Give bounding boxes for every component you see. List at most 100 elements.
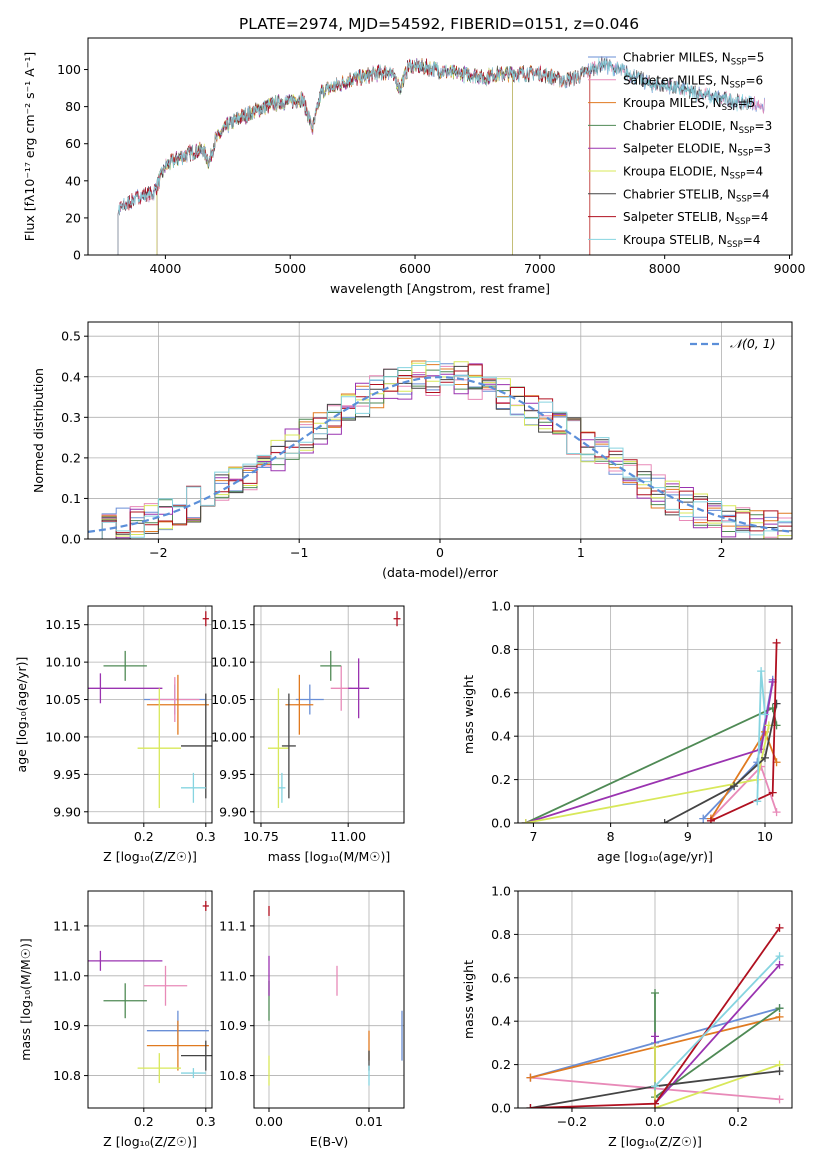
plot-area xyxy=(268,905,403,1086)
weight-point-marker xyxy=(651,1043,659,1052)
spectrum-series-line xyxy=(156,58,591,255)
weight-point-marker xyxy=(651,1032,659,1041)
y-tick-label: 80 xyxy=(65,99,81,114)
x-tick-label: 10.75 xyxy=(243,829,279,844)
x-tick-label: 6000 xyxy=(399,261,431,276)
legend-entry: 𝒩(0, 1) xyxy=(730,336,776,351)
x-axis-label: age [log₁₀(age/yr)] xyxy=(597,849,713,864)
z-mass-panel: 0.2 0.3 10.8 10.9 11.0 11.1 Z [log₁₀(Z/Z☉)] mas… xyxy=(18,890,216,1149)
weight-point-marker xyxy=(526,1073,535,1082)
x-tick-label: 0 xyxy=(436,545,444,560)
y-tick-label: 60 xyxy=(65,136,81,151)
weight-point-marker xyxy=(753,797,762,806)
x-tick-label: 0.3 xyxy=(196,829,216,844)
mass-age-panel: 10.75 11.00 9.90 9.95 10.00 10.05 10.10 10.15 ma… xyxy=(211,605,405,864)
plot-area xyxy=(88,611,212,809)
y-tick-label: 0.6 xyxy=(491,970,511,985)
y-tick-label: 9.95 xyxy=(219,767,247,782)
weight-point-marker xyxy=(772,699,781,708)
legend-entry: Kroupa STELIB, NSSP=4 xyxy=(623,233,761,250)
weight-point-marker xyxy=(651,1099,659,1108)
legend-entry: Chabrier MILES, NSSP=5 xyxy=(623,51,764,68)
y-tick-label: 0.6 xyxy=(491,685,511,700)
y-tick-label: 0.3 xyxy=(61,410,81,425)
residual-histogram-panel: −2 −1 0 1 2 0.0 0.1 0.2 0.3 0.4 0.5 (data-model)/er… xyxy=(31,321,793,580)
weight-point-marker xyxy=(775,1012,784,1021)
y-tick-label: 10.9 xyxy=(53,1018,81,1033)
weight-series-line xyxy=(654,964,781,1107)
spectrum-series-line xyxy=(117,58,591,255)
y-tick-label: 10.10 xyxy=(45,655,81,670)
weight-series-line xyxy=(525,706,778,823)
plot-area xyxy=(117,56,765,255)
y-tick-label: 11.1 xyxy=(53,918,81,933)
axes-frame xyxy=(253,605,405,824)
weight-series-line xyxy=(525,725,770,823)
legend-entry: Kroupa ELODIE, NSSP=4 xyxy=(623,165,763,182)
legend-entry: Salpeter ELODIE, NSSP=3 xyxy=(623,142,771,159)
y-axis-label: Normed distribution xyxy=(31,368,46,493)
axes-frame xyxy=(87,605,213,824)
y-tick-label: 0.2 xyxy=(61,450,81,465)
weight-point-marker xyxy=(757,667,766,676)
z-weight-panel: −0.2 0.0 0.2 0.0 0.2 0.4 0.6 0.8 1.0 Z [log₁₀(Z/Z… xyxy=(461,884,793,1149)
x-axis-label: wavelength [Angstrom, rest frame] xyxy=(330,281,550,296)
weight-point-marker xyxy=(660,819,669,823)
y-tick-label: 1.0 xyxy=(491,884,511,899)
y-tick-label: 11.1 xyxy=(219,918,247,933)
y-axis-label: mass weight xyxy=(461,960,476,1039)
histogram-series-step xyxy=(88,361,792,539)
weight-point-marker xyxy=(526,1104,535,1108)
x-tick-label: 4000 xyxy=(149,261,181,276)
y-tick-label: 0.4 xyxy=(491,729,511,744)
x-tick-label: −2 xyxy=(149,545,167,560)
y-tick-label: 0.0 xyxy=(61,532,81,547)
x-tick-label: 0.2 xyxy=(134,1114,154,1129)
legend-entry: Chabrier ELODIE, NSSP=3 xyxy=(623,119,772,136)
axes-frame xyxy=(87,37,793,256)
y-tick-label: 10.8 xyxy=(53,1068,81,1083)
y-tick-label: 0.0 xyxy=(491,1101,511,1116)
x-tick-label: 8 xyxy=(607,829,615,844)
weight-point-marker xyxy=(775,1067,784,1076)
y-tick-label: 10.9 xyxy=(219,1018,247,1033)
y-axis-label: Flux [fλ10⁻¹⁷ erg cm⁻² s⁻¹ A⁻¹] xyxy=(22,52,37,241)
weight-point-marker xyxy=(775,923,784,932)
plot-area xyxy=(521,638,781,823)
axes-frame xyxy=(517,605,793,824)
weight-point-marker xyxy=(760,753,769,762)
y-tick-label: 0.2 xyxy=(491,772,511,787)
x-axis-label: Z [log₁₀(Z/Z☉)] xyxy=(103,849,197,864)
legend-entry: Salpeter MILES, NSSP=6 xyxy=(623,73,763,90)
weight-point-marker xyxy=(775,1004,784,1013)
weight-point-marker xyxy=(651,1082,659,1091)
spectrum-series-line xyxy=(117,57,753,255)
x-tick-label: 0.3 xyxy=(196,1114,216,1129)
weight-point-marker xyxy=(775,952,784,961)
y-tick-label: 0.5 xyxy=(61,329,81,344)
y-tick-label: 0.8 xyxy=(491,642,511,657)
x-tick-label: 8000 xyxy=(649,261,681,276)
x-axis-label: E(B-V) xyxy=(310,1134,349,1149)
y-tick-label: 10.05 xyxy=(211,692,247,707)
x-tick-label: −0.2 xyxy=(557,1114,587,1129)
y-tick-label: 10.8 xyxy=(219,1068,247,1083)
weight-series-line xyxy=(654,1047,780,1108)
weight-series-line xyxy=(654,955,781,1087)
x-tick-label: 0.00 xyxy=(255,1114,283,1129)
y-tick-label: 10.10 xyxy=(211,655,247,670)
z-age-panel: 0.2 0.3 9.90 9.95 10.00 10.05 10.10 10.15 Z [log… xyxy=(14,605,216,864)
x-axis-label: Z [log₁₀(Z/Z☉)] xyxy=(608,1134,702,1149)
x-axis-label: mass [log₁₀(M/M☉)] xyxy=(268,849,390,864)
age-weight-panel: 7 8 9 10 0.0 0.2 0.4 0.6 0.8 1.0 age [log₁₀(age/yr… xyxy=(461,599,793,864)
x-axis-label: (data-model)/error xyxy=(382,565,499,580)
y-tick-label: 100 xyxy=(57,62,81,77)
x-tick-label: 7000 xyxy=(524,261,556,276)
x-tick-label: 2 xyxy=(718,545,726,560)
y-tick-label: 0.4 xyxy=(491,1014,511,1029)
x-tick-label: 0.0 xyxy=(645,1114,665,1129)
x-tick-label: 1 xyxy=(577,545,585,560)
legend-entry: Chabrier STELIB, NSSP=4 xyxy=(623,187,770,204)
x-tick-label: 10 xyxy=(757,829,773,844)
